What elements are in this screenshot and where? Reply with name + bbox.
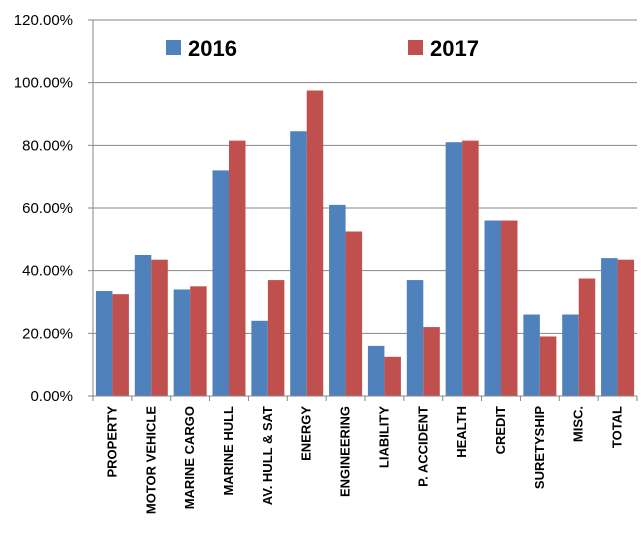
y-tick-label: 40.00% bbox=[22, 263, 73, 280]
bar-2016-1 bbox=[134, 255, 152, 396]
bar-2017-6 bbox=[345, 231, 363, 396]
bar-2017-1 bbox=[151, 259, 168, 396]
x-category-label: ENERGY bbox=[299, 406, 314, 461]
bar-2016-10 bbox=[484, 220, 501, 396]
bar-2016-4 bbox=[251, 320, 268, 396]
x-axis-category-labels: PROPERTY MOTOR VEHICLE MARINE CARGO MARINE … bbox=[104, 406, 624, 514]
bar-2017-4 bbox=[267, 280, 285, 396]
x-category-label: MARINE HULL bbox=[221, 406, 236, 496]
y-tick-label: 100.00% bbox=[14, 75, 73, 92]
bar-2016-6 bbox=[329, 204, 346, 396]
legend: 2016 2017 bbox=[166, 36, 479, 61]
y-axis-tick-labels: 0.00% 20.00% 40.00% 60.00% 80.00% 100.00% 120.… bbox=[14, 12, 73, 405]
bar-2016-9 bbox=[445, 142, 463, 396]
y-tick-label: 60.00% bbox=[22, 200, 73, 217]
bar-2017-3 bbox=[229, 140, 246, 396]
x-category-label: ENGINEERING bbox=[338, 406, 353, 497]
x-category-label: MOTOR VEHICLE bbox=[143, 406, 158, 514]
axes bbox=[92, 20, 638, 401]
y-tick-label: 80.00% bbox=[22, 137, 73, 154]
bar-2016-5 bbox=[290, 131, 307, 397]
bar-2016-13 bbox=[601, 258, 618, 396]
bar-2017-5 bbox=[306, 90, 324, 396]
y-tick-label: 20.00% bbox=[22, 325, 73, 342]
x-category-label: MISC. bbox=[571, 406, 586, 442]
y-tick-label: 120.00% bbox=[14, 12, 73, 29]
bar-2016-11 bbox=[523, 314, 540, 396]
x-category-label: PROPERTY bbox=[104, 406, 119, 478]
legend-swatch-2016 bbox=[166, 40, 181, 55]
legend-swatch-2017 bbox=[408, 40, 423, 55]
bar-2017-11 bbox=[539, 336, 557, 396]
bar-2017-13 bbox=[617, 259, 635, 396]
bar-2016-7 bbox=[367, 345, 385, 396]
bar-2016-2 bbox=[173, 289, 191, 396]
x-category-label: CREDIT bbox=[493, 406, 508, 454]
y-tick-label: 0.00% bbox=[30, 388, 73, 405]
x-category-label: MARINE CARGO bbox=[182, 406, 197, 509]
x-category-label: P. ACCIDENT bbox=[415, 406, 430, 487]
bar-2017-7 bbox=[384, 356, 401, 396]
x-category-label: LIABILITY bbox=[376, 406, 391, 468]
bar-2017-9 bbox=[462, 140, 479, 396]
x-category-label: TOTAL bbox=[610, 406, 625, 448]
bar-2016-8 bbox=[406, 280, 424, 396]
bar-2017-8 bbox=[423, 327, 440, 396]
x-category-label: SURETYSHIP bbox=[532, 406, 547, 489]
x-category-label: AV. HULL & SAT bbox=[260, 406, 275, 505]
bar-2016-3 bbox=[212, 170, 229, 396]
legend-label-2016: 2016 bbox=[188, 36, 237, 61]
bars bbox=[95, 90, 635, 397]
x-category-label: HEALTH bbox=[454, 406, 469, 458]
bar-2017-10 bbox=[501, 220, 518, 396]
bar-2017-2 bbox=[190, 286, 207, 396]
legend-label-2017: 2017 bbox=[430, 36, 479, 61]
bar-2016-0 bbox=[95, 291, 113, 396]
bar-2017-12 bbox=[578, 278, 596, 396]
bar-2017-0 bbox=[112, 294, 129, 396]
bar-2016-12 bbox=[562, 314, 579, 396]
